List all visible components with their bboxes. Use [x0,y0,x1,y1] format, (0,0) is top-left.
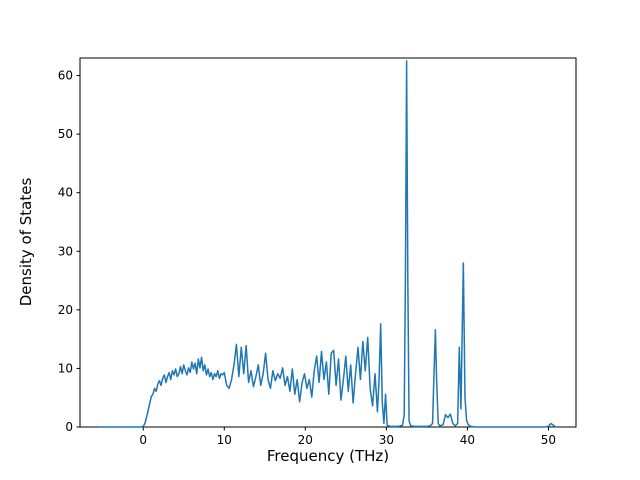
y-tick-label: 0 [65,420,73,434]
y-axis-ticks: 0 10 20 30 40 50 60 [58,69,80,434]
y-tick-label: 10 [58,361,73,375]
x-tick-label: 30 [379,433,394,447]
y-tick-label: 30 [58,244,73,258]
axes-spines [79,57,577,428]
y-tick-label: 50 [58,127,73,141]
x-axis-label: Frequency (THz) [266,447,390,465]
dos-line-series [99,60,557,428]
y-tick-label: 60 [58,69,73,83]
y-axis-label: Density of States [17,177,35,307]
x-tick-label: 40 [460,433,475,447]
x-tick-label: 50 [541,433,556,447]
y-tick-label: 20 [58,303,73,317]
x-tick-label: 20 [298,433,313,447]
x-axis-ticks: 0 10 20 30 40 50 [139,427,556,447]
x-tick-label: 10 [217,433,232,447]
x-tick-label: 0 [139,433,147,447]
y-tick-label: 40 [58,186,73,200]
